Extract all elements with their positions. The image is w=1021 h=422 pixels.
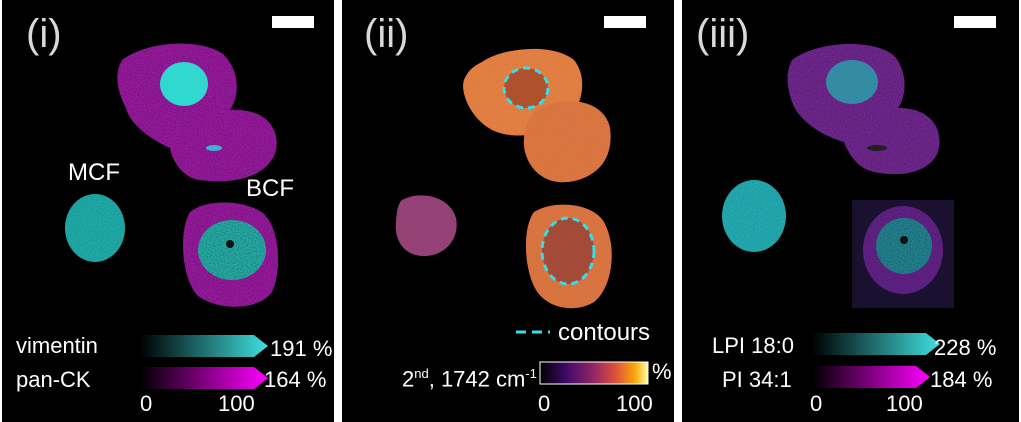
panel-label: (ii): [364, 12, 409, 56]
axis-min: 0: [538, 391, 551, 416]
colorbar-title: 2nd, 1742 cm-1: [402, 366, 537, 392]
legend-name-pan-ck: pan-CK: [16, 367, 91, 392]
pan-ck-colorbar: [140, 367, 268, 389]
cell-label-bcf: BCF: [246, 175, 294, 202]
panel-i: (i) MCF BCF vimentin 191 % pan-CK 164 % …: [2, 0, 334, 422]
vimentin-colorbar: [140, 335, 268, 357]
panel-label: (iii): [696, 12, 750, 56]
pi-colorbar: [812, 366, 930, 388]
axis-max: 100: [886, 391, 923, 416]
contour-top: [502, 66, 550, 110]
legend-value-pan-ck: 164 %: [264, 367, 327, 392]
scale-bar: [272, 16, 314, 28]
lpi-colorbar: [812, 333, 940, 355]
bcf-nucleus-top: [160, 62, 208, 106]
axis-min: 0: [140, 391, 153, 416]
intensity-colorbar: [539, 361, 649, 385]
legend-name-vimentin: vimentin: [16, 333, 98, 358]
panel-iii: (iii) LPI 18:0 228 % PI 34:1 184 % 0 100: [682, 0, 1019, 422]
scale-bar: [954, 16, 996, 28]
panel-ii: (ii) contours 2nd, 1742 cm-1 % 0 100: [342, 0, 674, 422]
legend-value-lpi: 228 %: [934, 335, 997, 360]
axis-max: 100: [616, 391, 653, 416]
axis-min: 0: [810, 391, 823, 416]
contours-label: contours: [558, 319, 651, 346]
legend-name-lpi: LPI 18:0: [712, 333, 794, 358]
legend-value-vimentin: 191 %: [270, 336, 333, 361]
legend-name-pi: PI 34:1: [722, 367, 792, 392]
scale-bar: [604, 16, 646, 28]
colorbar-unit: %: [652, 359, 672, 384]
cell-label-mcf: MCF: [68, 159, 120, 186]
panel-iii-image: [722, 44, 954, 388]
panel-ii-image: [395, 48, 649, 385]
axis-max: 100: [218, 391, 255, 416]
nucleus-top: [826, 60, 878, 104]
panel-i-image: [65, 43, 279, 307]
legend-value-pi: 184 %: [930, 367, 993, 392]
contour-bottom: [540, 216, 596, 286]
panel-label: (i): [26, 12, 62, 56]
